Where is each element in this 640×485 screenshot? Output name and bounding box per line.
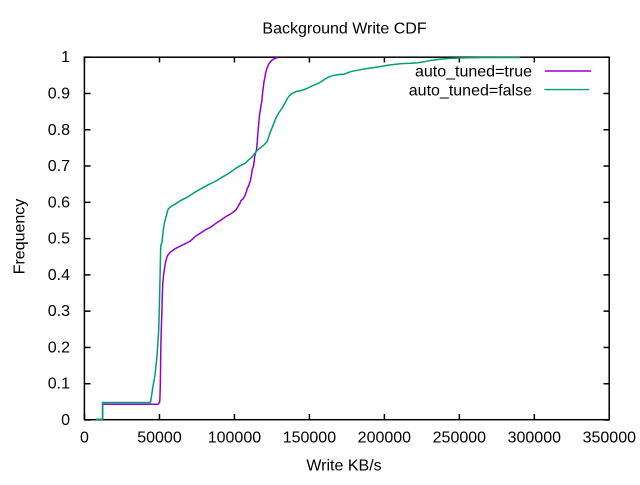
svg-text:0.7: 0.7 bbox=[48, 158, 70, 175]
svg-text:Write KB/s: Write KB/s bbox=[306, 458, 381, 475]
svg-text:0: 0 bbox=[80, 430, 89, 447]
svg-text:0.4: 0.4 bbox=[48, 267, 70, 284]
svg-text:Background Write CDF: Background Write CDF bbox=[262, 21, 426, 38]
svg-text:200000: 200000 bbox=[358, 430, 411, 447]
svg-text:0.1: 0.1 bbox=[48, 376, 70, 393]
svg-text:150000: 150000 bbox=[283, 430, 336, 447]
svg-text:250000: 250000 bbox=[433, 430, 486, 447]
svg-text:350000: 350000 bbox=[583, 430, 636, 447]
svg-text:0.8: 0.8 bbox=[48, 122, 70, 139]
svg-text:auto_tuned=false: auto_tuned=false bbox=[409, 82, 532, 99]
svg-text:0.2: 0.2 bbox=[48, 339, 70, 356]
svg-text:0.6: 0.6 bbox=[48, 194, 70, 211]
svg-text:300000: 300000 bbox=[508, 430, 561, 447]
svg-text:50000: 50000 bbox=[137, 430, 182, 447]
svg-text:0: 0 bbox=[61, 412, 70, 429]
svg-text:1: 1 bbox=[61, 49, 70, 66]
svg-text:Frequency: Frequency bbox=[12, 199, 29, 275]
svg-text:0.5: 0.5 bbox=[48, 231, 70, 248]
svg-text:0.9: 0.9 bbox=[48, 85, 70, 102]
svg-text:auto_tuned=true: auto_tuned=true bbox=[415, 64, 532, 81]
svg-text:100000: 100000 bbox=[208, 430, 261, 447]
svg-text:0.3: 0.3 bbox=[48, 303, 70, 320]
